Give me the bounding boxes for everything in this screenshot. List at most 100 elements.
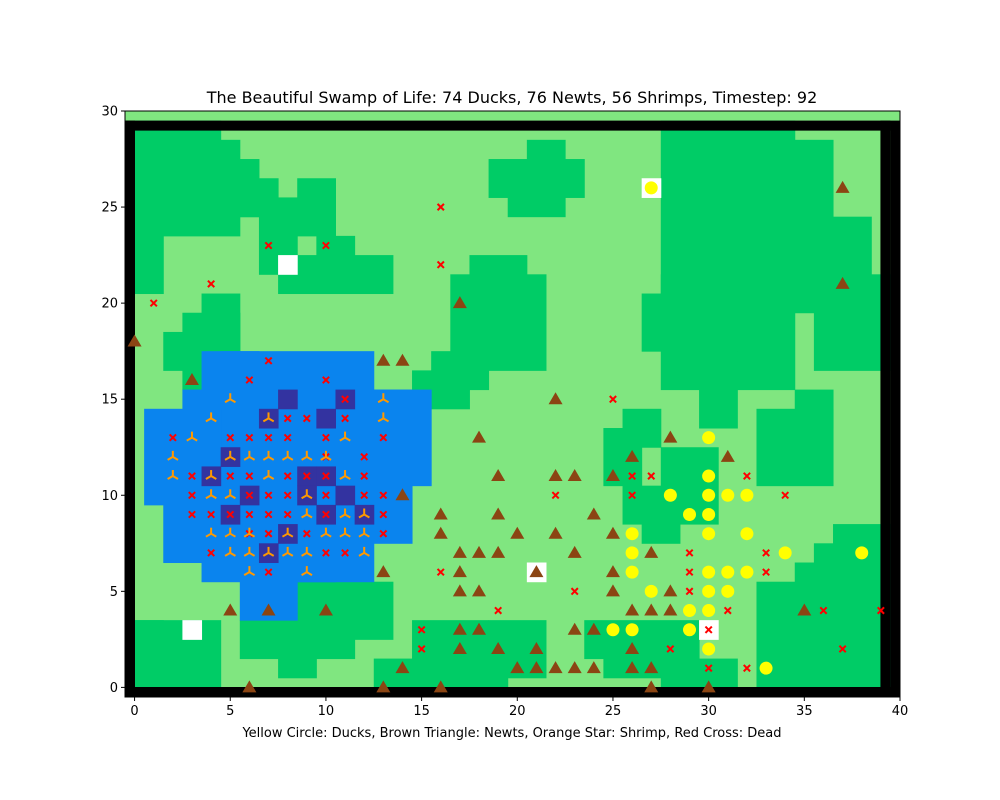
dark-grass-patch	[354, 581, 394, 640]
newt-marker	[548, 392, 563, 405]
duck-marker	[702, 469, 716, 483]
newt-marker	[663, 584, 678, 597]
dead-marker	[245, 491, 254, 500]
dark-grass-patch	[794, 139, 834, 218]
shrimp-marker	[243, 546, 256, 557]
duck-marker	[644, 584, 658, 598]
newt-marker	[529, 641, 544, 654]
shrimp-marker	[320, 450, 332, 461]
dead-cross-stroke	[283, 510, 292, 519]
duck-marker	[855, 546, 869, 560]
duck-marker	[721, 584, 735, 598]
border-left	[125, 120, 135, 697]
shrimp-star-arm	[243, 532, 250, 538]
shrimp-star-arm	[186, 436, 193, 442]
newt-marker	[701, 680, 716, 693]
dead-marker	[322, 376, 330, 384]
dead-cross-stroke	[341, 395, 349, 404]
dead-cross-stroke	[302, 414, 311, 423]
shrimp-star-arm	[344, 475, 351, 480]
dead-marker	[264, 529, 273, 538]
shrimp-marker	[339, 508, 351, 519]
duck-marker	[625, 623, 639, 637]
shrimp-marker	[262, 450, 275, 461]
shrimp-star-arm	[320, 455, 327, 461]
x-tick-label: 0	[130, 704, 138, 719]
dead-marker	[628, 472, 637, 480]
dead-marker	[322, 241, 330, 250]
dead-marker	[322, 433, 330, 442]
shrimp-star-arm	[262, 455, 270, 461]
dead-cross-stroke	[838, 645, 847, 653]
dead-cross-stroke	[283, 491, 292, 500]
dark-grass-patch	[584, 620, 700, 660]
newt-marker	[586, 661, 601, 674]
dark-grass-patch	[622, 408, 662, 448]
newt-marker	[395, 353, 410, 366]
newt-marker	[452, 565, 467, 578]
newt-marker	[644, 545, 659, 558]
shrimp-marker	[167, 470, 179, 480]
dead-marker	[322, 548, 330, 557]
shrimp-marker	[262, 470, 275, 480]
newt-marker	[376, 565, 391, 578]
newt-marker	[127, 334, 142, 347]
shrimp-star-arm	[248, 552, 256, 557]
dark-grass-patch	[488, 159, 585, 198]
newt-marker	[529, 565, 544, 578]
shrimp-star-arm	[210, 475, 217, 480]
shrimp-star-arm	[224, 532, 231, 538]
x-tick-label: 30	[700, 704, 717, 719]
duck-marker	[740, 527, 754, 541]
y-tick-label: 20	[101, 297, 118, 312]
dead-marker	[226, 510, 235, 519]
duck-marker	[721, 565, 735, 579]
dead-cross-stroke	[245, 510, 254, 519]
shrimp-star-arm	[301, 455, 308, 461]
shrimp-star-arm	[358, 513, 365, 519]
dead-marker	[379, 491, 388, 500]
x-tick-label: 10	[318, 704, 335, 719]
y-tick-label: 15	[101, 393, 118, 408]
duck-marker	[606, 623, 620, 637]
x-tick-label: 15	[413, 704, 430, 719]
dead-cross-stroke	[379, 433, 388, 442]
shrimp-star-arm	[363, 532, 370, 538]
dead-cross-stroke	[360, 472, 369, 480]
newt-marker	[452, 584, 467, 597]
shrimp-star-arm	[306, 571, 313, 576]
shrimp-star-arm	[325, 455, 332, 461]
shrimp-star-arm	[287, 552, 294, 557]
shrimp-star-arm	[210, 532, 217, 538]
duck-marker	[702, 527, 716, 541]
dead-cross-stroke	[704, 625, 713, 634]
dead-cross-stroke	[360, 452, 369, 461]
dead-marker	[264, 433, 273, 442]
dark-grass-patch	[316, 235, 356, 256]
dead-cross-stroke	[762, 548, 770, 557]
newt-marker	[376, 353, 391, 366]
shrimp-star-arm	[229, 532, 236, 538]
dead-marker	[149, 299, 158, 308]
dead-cross-stroke	[245, 472, 254, 480]
dead-marker	[322, 510, 330, 519]
duck-marker	[702, 604, 716, 618]
duck-marker	[740, 488, 754, 502]
dead-cross-stroke	[666, 645, 675, 653]
dead-cross-stroke	[168, 433, 177, 442]
duck-marker	[702, 584, 716, 598]
dead-marker	[838, 645, 847, 653]
dead-marker	[302, 472, 311, 480]
dead-marker	[302, 529, 311, 538]
shrimp-star-arm	[377, 417, 384, 423]
dead-cross-stroke	[264, 510, 273, 519]
newt-marker	[318, 603, 333, 616]
newt-marker	[548, 526, 563, 539]
shrimp-marker	[186, 431, 198, 442]
dead-marker	[762, 548, 770, 557]
dead-marker	[436, 260, 445, 269]
shrimp-star-arm	[268, 455, 275, 461]
dead-marker	[379, 510, 388, 519]
shrimp-marker	[224, 489, 236, 500]
dead-marker	[360, 452, 369, 461]
